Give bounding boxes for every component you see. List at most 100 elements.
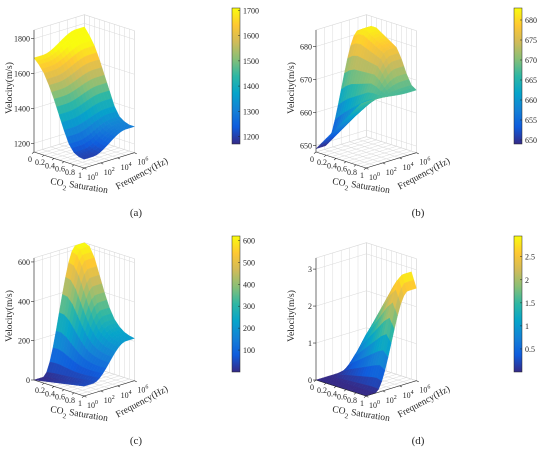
floor-grid-line [341, 144, 392, 161]
x-tick-label: 0.6 [337, 393, 347, 402]
y-tick-base: 10 [121, 163, 129, 172]
colorbar-tick-label: 1700 [243, 7, 259, 16]
surface [33, 26, 136, 160]
floor-grid-line [349, 141, 400, 159]
y-tick-base: 10 [369, 173, 377, 182]
x-axis-label-sub: 2 [62, 412, 67, 421]
colorbar-tick-label: 300 [243, 302, 255, 311]
x-tick-mark [61, 161, 65, 164]
colorbar-tick-label: 650 [525, 136, 537, 145]
y-tick-exp: 2 [394, 167, 397, 173]
floor-grid-line [324, 149, 375, 166]
y-tick-label: 104 [121, 162, 132, 172]
x-tick-label: 0.2 [35, 386, 45, 395]
y-tick-label: 106 [137, 157, 148, 167]
x-axis-label: CO2 Saturation [331, 177, 391, 199]
y-tick-mark [83, 167, 87, 170]
panel-caption: (d) [412, 435, 425, 447]
colorbar-tick-label: 0.5 [525, 345, 535, 354]
y-axis-line [83, 152, 135, 169]
x-tick-mark [81, 167, 85, 170]
surface [315, 271, 417, 397]
z-grid-line [315, 327, 417, 344]
z-axis-label: Velocity(m/s) [286, 290, 297, 342]
y-tick-mark [117, 385, 121, 388]
colorbar-tick-label: 1 [525, 322, 529, 331]
x-tick-label: 0.4 [45, 389, 55, 398]
x-tick-mark [353, 392, 357, 395]
y-tick-label: 102 [386, 395, 397, 405]
x-tick-mark [333, 158, 337, 161]
y-tick-label: 106 [419, 157, 430, 167]
colorbar: 100 200 300 400 500 600 [231, 235, 255, 373]
colorbar-tick-label: 1400 [243, 82, 259, 91]
y-tick-label: 104 [403, 390, 414, 400]
y-tick-exp: 0 [95, 172, 98, 178]
colorbar-tick-label: 1500 [243, 57, 259, 66]
y-tick-mark [416, 152, 419, 155]
x-axis-label-main: CO [50, 177, 65, 189]
z-tick-label: 1800 [14, 35, 30, 44]
x-axis-line [315, 151, 367, 169]
y-tick-exp: 4 [129, 390, 132, 396]
x-tick-mark [51, 386, 55, 389]
y-tick-base: 10 [419, 158, 427, 167]
colorbar-tick-label: 655 [525, 116, 537, 125]
y-tick-mark [100, 390, 104, 393]
y-tick-label: 100 [369, 400, 380, 410]
y-tick-label: 100 [87, 400, 98, 410]
x-tick-label: 0.8 [65, 396, 75, 405]
y-tick-exp: 2 [112, 395, 115, 401]
x-tick-label: 1 [78, 171, 82, 180]
z-grid-line [33, 23, 135, 40]
x-tick-mark [81, 395, 85, 398]
y-tick-exp: 6 [145, 157, 148, 163]
x-tick-mark [323, 154, 327, 158]
x-tick-label: 0 [310, 383, 314, 392]
x-axis-line [33, 151, 85, 169]
x-axis-label-sub: 2 [344, 412, 349, 421]
y-tick-base: 10 [104, 396, 112, 405]
colorbar-tick-label: 680 [525, 16, 537, 25]
y-tick-mark [399, 385, 403, 388]
z-tick-label: 0 [26, 376, 30, 385]
x-tick-mark [41, 382, 45, 386]
x-tick-mark [363, 395, 367, 398]
colorbar-rect [513, 235, 523, 373]
x-tick-mark [61, 389, 65, 392]
y-tick-mark [134, 152, 137, 155]
colorbar-tick-label: 100 [243, 346, 255, 355]
colorbar-rect [513, 7, 523, 145]
x-axis-label-rest: Saturation [66, 180, 109, 196]
y-tick-exp: 4 [411, 390, 414, 396]
x-tick-mark [71, 164, 75, 167]
surface [315, 25, 417, 149]
y-axis-line [365, 380, 417, 397]
y-tick-mark [117, 157, 121, 160]
y-tick-base: 10 [87, 173, 95, 182]
x-tick-mark [343, 161, 347, 164]
colorbar: 650 655 660 665 670 675 680 [513, 7, 537, 145]
x-axis-line [315, 379, 367, 397]
x-tick-mark [333, 386, 337, 389]
x-axis-label-rest: Saturation [348, 180, 391, 196]
z-tick-label: 2 [308, 302, 312, 311]
colorbar-tick-label: 1.5 [525, 299, 535, 308]
y-tick-base: 10 [369, 401, 377, 410]
y-tick-label: 106 [137, 385, 148, 395]
x-tick-label: 0.6 [55, 393, 65, 402]
y-tick-mark [416, 380, 419, 383]
surface [33, 242, 135, 387]
x-tick-label: 0 [310, 155, 314, 164]
y-tick-label: 100 [87, 172, 98, 182]
y-tick-label: 102 [104, 395, 115, 405]
y-tick-base: 10 [121, 391, 129, 400]
x-axis-label-main: CO [332, 405, 347, 417]
x-tick-label: 0.4 [45, 161, 55, 170]
y-tick-exp: 4 [129, 162, 132, 168]
x-tick-label: 0.6 [337, 165, 347, 174]
x-tick-label: 0.2 [35, 158, 45, 167]
x-axis-label-sub: 2 [62, 184, 67, 193]
z-tick-label: 1600 [14, 70, 30, 79]
